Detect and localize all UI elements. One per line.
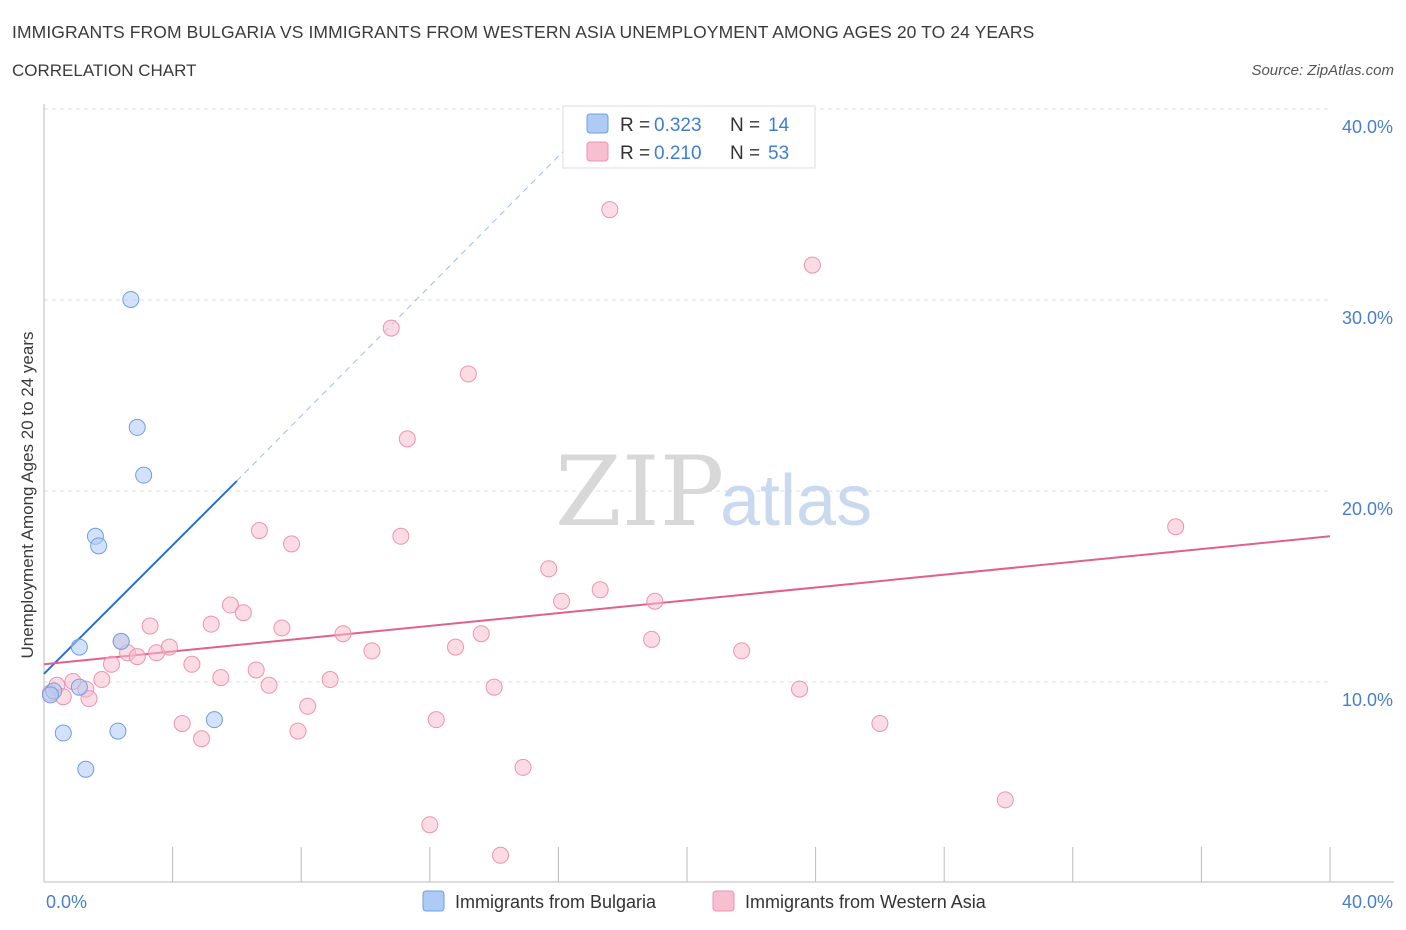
point-western-asia bbox=[643, 630, 661, 648]
legend-swatch-bulgaria bbox=[586, 113, 609, 134]
top-legend: R = 0.323 N = 14 R = 0.210 N = 53 bbox=[562, 105, 816, 169]
point-western-asia bbox=[459, 365, 477, 383]
point-western-asia bbox=[591, 581, 609, 599]
point-western-asia bbox=[221, 596, 239, 614]
point-western-asia bbox=[260, 676, 278, 694]
bottom-legend-label-bulgaria: Immigrants from Bulgaria bbox=[455, 892, 657, 912]
point-western-asia bbox=[234, 604, 252, 622]
point-western-asia bbox=[363, 642, 381, 660]
legend-r-label-2: R = bbox=[620, 143, 650, 164]
point-western-asia bbox=[212, 669, 230, 687]
point-western-asia bbox=[334, 625, 352, 643]
point-western-asia bbox=[193, 730, 211, 748]
point-western-asia bbox=[128, 648, 146, 666]
point-bulgaria bbox=[70, 678, 88, 696]
legend-n-value-1: 14 bbox=[768, 115, 790, 136]
point-bulgaria bbox=[128, 418, 146, 436]
watermark-zip: ZIP bbox=[555, 436, 724, 548]
point-bulgaria bbox=[122, 290, 140, 308]
y-tick-labels: 10.0% 20.0% 30.0% 40.0% bbox=[1342, 117, 1393, 710]
point-western-asia bbox=[273, 619, 291, 637]
point-western-asia bbox=[733, 642, 751, 660]
y-tick-label: 30.0% bbox=[1342, 308, 1393, 328]
point-western-asia bbox=[321, 671, 339, 689]
point-western-asia bbox=[247, 661, 265, 679]
point-western-asia bbox=[202, 615, 220, 633]
point-bulgaria bbox=[70, 638, 88, 656]
point-western-asia bbox=[299, 697, 317, 715]
point-western-asia bbox=[996, 791, 1014, 809]
x-tick-label-min: 0.0% bbox=[46, 892, 87, 912]
point-western-asia bbox=[540, 560, 558, 578]
point-bulgaria bbox=[54, 724, 72, 742]
point-western-asia bbox=[791, 680, 809, 698]
point-western-asia bbox=[427, 711, 445, 729]
point-western-asia bbox=[1167, 518, 1185, 536]
legend-swatch-western-asia bbox=[586, 141, 609, 162]
legend-r-value-2: 0.210 bbox=[654, 143, 702, 164]
bottom-legend-label-western-asia: Immigrants from Western Asia bbox=[745, 892, 987, 912]
chart-title: IMMIGRANTS FROM BULGARIA VS IMMIGRANTS F… bbox=[12, 22, 1035, 42]
point-western-asia bbox=[382, 319, 400, 337]
point-western-asia bbox=[803, 256, 821, 274]
point-western-asia bbox=[141, 617, 159, 635]
chart-subtitle: CORRELATION CHART bbox=[12, 61, 197, 80]
point-bulgaria bbox=[77, 760, 95, 778]
data-points bbox=[41, 201, 1185, 864]
x-tick-labels: 0.0% 40.0% bbox=[46, 892, 1393, 912]
y-tick-label: 10.0% bbox=[1342, 690, 1393, 710]
legend-r-value-1: 0.323 bbox=[654, 115, 702, 136]
legend-n-value-2: 53 bbox=[768, 143, 789, 164]
point-western-asia bbox=[250, 522, 268, 540]
axes bbox=[43, 104, 1394, 883]
trend-lines bbox=[43, 123, 1331, 675]
x-tick-label-max: 40.0% bbox=[1342, 892, 1393, 912]
legend-r-label-1: R = bbox=[620, 115, 650, 136]
source-label: Source: ZipAtlas.com bbox=[1251, 62, 1394, 79]
trend-line-bulgaria-extension bbox=[236, 123, 591, 482]
point-bulgaria bbox=[205, 711, 223, 729]
point-bulgaria bbox=[109, 722, 127, 740]
point-western-asia bbox=[80, 690, 98, 708]
point-western-asia bbox=[160, 638, 178, 656]
point-western-asia bbox=[183, 655, 201, 673]
point-western-asia bbox=[485, 678, 503, 696]
point-western-asia bbox=[601, 201, 619, 219]
watermark-atlas: atlas bbox=[720, 461, 872, 541]
point-western-asia bbox=[398, 430, 416, 448]
point-western-asia bbox=[553, 592, 571, 610]
grid-lines bbox=[44, 108, 1330, 683]
point-western-asia bbox=[871, 714, 889, 732]
watermark: ZIP atlas bbox=[555, 436, 872, 548]
y-tick-label: 40.0% bbox=[1342, 117, 1393, 137]
y-axis-label: Unemployment Among Ages 20 to 24 years bbox=[18, 332, 37, 659]
point-western-asia bbox=[447, 638, 465, 656]
point-western-asia bbox=[472, 625, 490, 643]
point-bulgaria bbox=[135, 466, 153, 484]
point-western-asia bbox=[289, 722, 307, 740]
bottom-legend-swatch-bulgaria bbox=[422, 890, 445, 912]
point-western-asia bbox=[283, 535, 301, 553]
legend-n-label-2: N = bbox=[730, 143, 760, 164]
y-tick-label: 20.0% bbox=[1342, 499, 1393, 519]
point-western-asia bbox=[646, 592, 664, 610]
legend-n-label-1: N = bbox=[730, 115, 760, 136]
point-bulgaria bbox=[41, 686, 59, 704]
point-western-asia bbox=[421, 816, 439, 834]
trend-line-western-asia bbox=[43, 535, 1331, 666]
bottom-legend-swatch-western-asia bbox=[712, 890, 735, 912]
point-western-asia bbox=[492, 846, 510, 864]
point-western-asia bbox=[514, 758, 532, 776]
point-bulgaria bbox=[112, 632, 130, 650]
point-western-asia bbox=[93, 671, 111, 689]
point-bulgaria bbox=[90, 537, 108, 555]
point-western-asia bbox=[392, 527, 410, 545]
point-western-asia bbox=[103, 655, 121, 673]
point-western-asia bbox=[173, 714, 191, 732]
bottom-legend: Immigrants from Bulgaria Immigrants from… bbox=[422, 890, 987, 912]
